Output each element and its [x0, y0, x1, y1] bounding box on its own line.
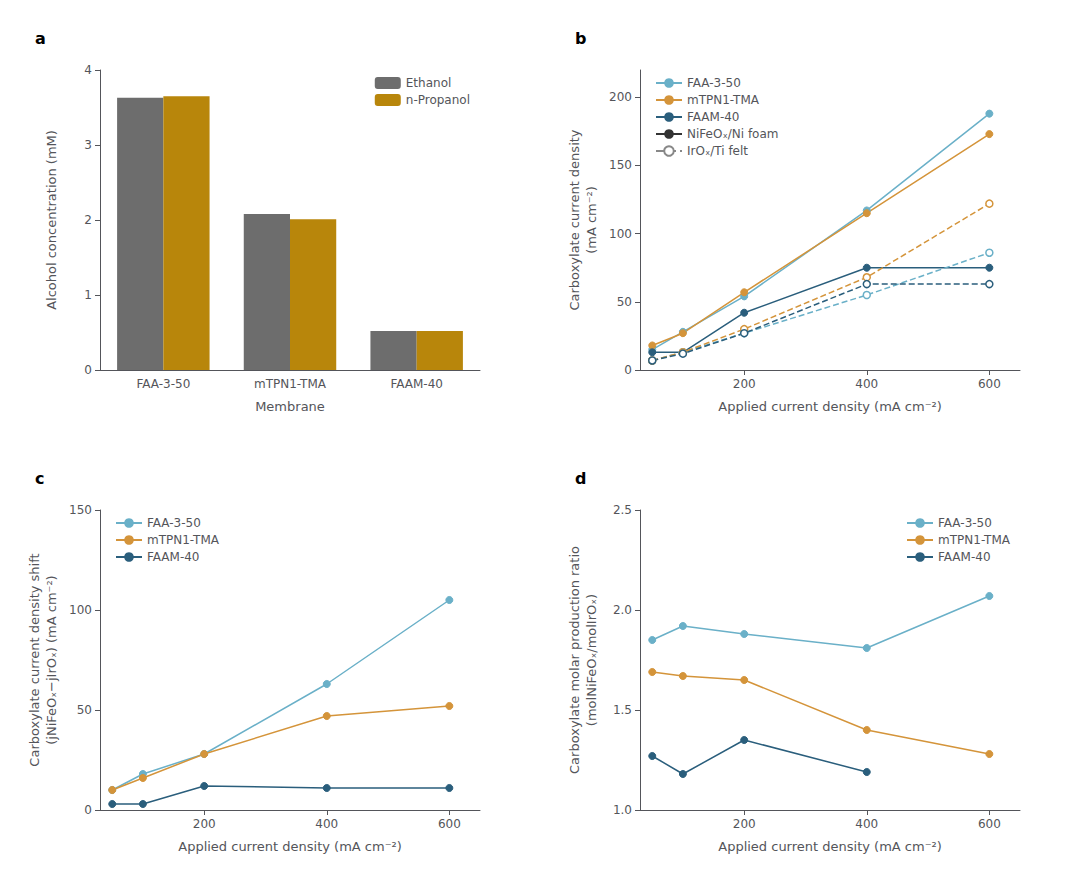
- svg-text:200: 200: [733, 377, 756, 391]
- svg-text:FAA-3-50: FAA-3-50: [147, 516, 201, 530]
- svg-text:2.0: 2.0: [613, 603, 632, 617]
- svg-text:Carboxylate current density: Carboxylate current density: [567, 129, 582, 310]
- svg-text:a: a: [35, 29, 46, 48]
- svg-text:200: 200: [609, 90, 632, 104]
- svg-text:1: 1: [84, 288, 92, 302]
- svg-text:50: 50: [617, 295, 632, 309]
- svg-text:n-Propanol: n-Propanol: [406, 93, 470, 107]
- svg-text:d: d: [575, 469, 586, 488]
- svg-text:600: 600: [978, 817, 1001, 831]
- svg-text:Carboxylate current density sh: Carboxylate current density shift: [27, 553, 42, 766]
- svg-text:mTPN1-TMA: mTPN1-TMA: [938, 533, 1011, 547]
- svg-text:600: 600: [438, 817, 461, 831]
- svg-text:1.0: 1.0: [613, 803, 632, 817]
- svg-text:150: 150: [609, 158, 632, 172]
- svg-text:200: 200: [193, 817, 216, 831]
- svg-text:c: c: [35, 469, 44, 488]
- svg-text:FAAM-40: FAAM-40: [687, 110, 740, 124]
- svg-text:600: 600: [978, 377, 1001, 391]
- svg-text:Applied current density (mA cm: Applied current density (mA cm⁻²): [718, 839, 942, 854]
- svg-text:1.5: 1.5: [613, 703, 632, 717]
- svg-text:400: 400: [315, 817, 338, 831]
- svg-text:IrOₓ/Ti felt: IrOₓ/Ti felt: [687, 144, 748, 158]
- svg-text:0: 0: [84, 803, 92, 817]
- svg-text:100: 100: [69, 603, 92, 617]
- svg-text:Applied current density (mA cm: Applied current density (mA cm⁻²): [178, 839, 402, 854]
- svg-text:(molNiFeOₓ/molIrOₓ): (molNiFeOₓ/molIrOₓ): [584, 594, 599, 726]
- svg-text:100: 100: [609, 227, 632, 241]
- svg-text:200: 200: [733, 817, 756, 831]
- svg-text:FAA-3-50: FAA-3-50: [136, 377, 190, 391]
- svg-text:mTPN1-TMA: mTPN1-TMA: [254, 377, 327, 391]
- svg-text:2.5: 2.5: [613, 503, 632, 517]
- svg-text:FAAM-40: FAAM-40: [147, 550, 200, 564]
- svg-text:Ethanol: Ethanol: [406, 76, 452, 90]
- svg-text:0: 0: [624, 363, 632, 377]
- svg-text:FAAM-40: FAAM-40: [390, 377, 443, 391]
- svg-text:FAAM-40: FAAM-40: [938, 550, 991, 564]
- svg-text:2: 2: [84, 213, 92, 227]
- svg-text:Carboxylate molar production r: Carboxylate molar production ratio: [567, 546, 582, 774]
- svg-text:(jNiFeOₓ−jIrOₓ) (mA cm⁻²): (jNiFeOₓ−jIrOₓ) (mA cm⁻²): [44, 575, 59, 744]
- svg-text:Alcohol concentration (mM): Alcohol concentration (mM): [44, 130, 59, 310]
- svg-text:50: 50: [77, 703, 92, 717]
- svg-text:Membrane: Membrane: [255, 399, 325, 414]
- svg-text:0: 0: [84, 363, 92, 377]
- svg-text:FAA-3-50: FAA-3-50: [687, 76, 741, 90]
- svg-text:b: b: [575, 29, 586, 48]
- svg-text:FAA-3-50: FAA-3-50: [938, 516, 992, 530]
- svg-text:150: 150: [69, 503, 92, 517]
- svg-text:mTPN1-TMA: mTPN1-TMA: [147, 533, 220, 547]
- svg-text:400: 400: [855, 377, 878, 391]
- svg-text:400: 400: [855, 817, 878, 831]
- svg-text:4: 4: [84, 63, 92, 77]
- svg-text:Applied current density (mA cm: Applied current density (mA cm⁻²): [718, 399, 942, 414]
- svg-text:(mA cm⁻²): (mA cm⁻²): [584, 186, 599, 254]
- svg-text:mTPN1-TMA: mTPN1-TMA: [687, 93, 760, 107]
- svg-text:NiFeOₓ/Ni foam: NiFeOₓ/Ni foam: [687, 127, 779, 141]
- svg-text:3: 3: [84, 138, 92, 152]
